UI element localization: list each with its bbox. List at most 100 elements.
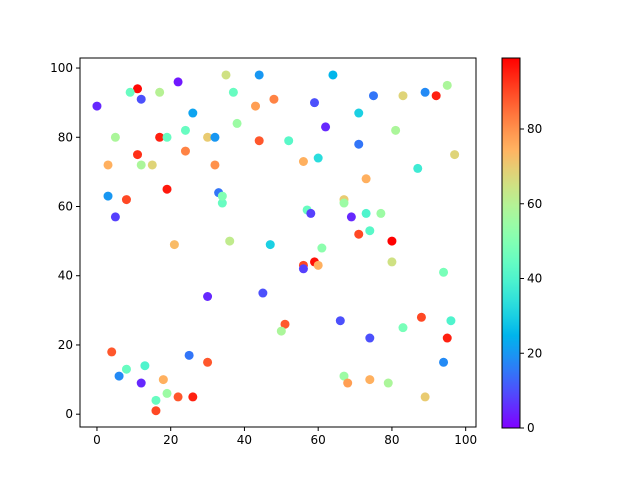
scatter-point (258, 288, 268, 298)
scatter-point (391, 125, 401, 135)
scatter-point (133, 84, 143, 94)
scatter-point (346, 212, 356, 222)
scatter-point (450, 150, 460, 160)
y-tick-label: 80 (58, 130, 73, 144)
scatter-point (354, 139, 364, 149)
scatter-point (254, 70, 264, 80)
scatter-point (173, 392, 183, 402)
scatter-point (188, 108, 198, 118)
colorbar-tick-label: 40 (527, 272, 542, 286)
scatter-point (313, 260, 323, 270)
scatter-point (387, 236, 397, 246)
scatter-point (365, 333, 375, 343)
scatter-point (335, 316, 345, 326)
scatter-point (284, 136, 294, 146)
scatter-point (365, 226, 375, 236)
scatter-point (280, 319, 290, 329)
y-axis: 0 20 40 60 80 100 (50, 61, 80, 421)
axes-frame (79, 57, 477, 428)
scatter-point (125, 87, 135, 97)
scatter-point (140, 361, 150, 371)
scatter-point (210, 132, 220, 142)
scatter-point (442, 333, 452, 343)
scatter-point (92, 101, 102, 111)
scatter-point (184, 350, 194, 360)
scatter-point (173, 77, 183, 87)
scatter-point (365, 375, 375, 385)
scatter-point (180, 146, 190, 156)
scatter-point (136, 378, 146, 388)
scatter-point (210, 160, 220, 170)
y-tick-label: 100 (50, 61, 73, 75)
scatter-point (413, 163, 423, 173)
scatter-point (416, 312, 426, 322)
scatter-point (317, 243, 327, 253)
scatter-point (276, 326, 286, 336)
scatter-point (442, 80, 452, 90)
scatter-point (121, 195, 131, 205)
scatter-point (265, 240, 275, 250)
scatter-point (398, 323, 408, 333)
scatter-point (225, 236, 235, 246)
scatter-point (354, 229, 364, 239)
scatter-point (251, 101, 261, 111)
scatter-point (398, 91, 408, 101)
scatter-point (158, 375, 168, 385)
x-axis: 0 20 40 60 80 100 (93, 427, 477, 447)
scatter-point (110, 212, 120, 222)
scatter-point (203, 132, 213, 142)
scatter-point (155, 132, 165, 142)
x-tick-label: 80 (384, 433, 399, 447)
scatter-point (228, 87, 238, 97)
colorbar-axis: 0 20 40 60 80 (520, 122, 542, 435)
scatter-point (203, 357, 213, 367)
scatter-point (114, 371, 124, 381)
scatter-point (254, 136, 264, 146)
scatter-point (298, 264, 308, 274)
scatter-point (162, 132, 172, 142)
scatter-point (439, 267, 449, 277)
x-tick-label: 0 (93, 433, 101, 447)
scatter-point (155, 87, 165, 97)
scatter-point (121, 364, 131, 374)
scatter-point (343, 378, 353, 388)
scatter-point (151, 406, 161, 416)
x-tick-label: 40 (237, 433, 252, 447)
scatter-point (310, 98, 320, 108)
scatter-point (383, 378, 393, 388)
scatter-points (92, 70, 460, 416)
scatter-point (376, 208, 386, 218)
y-tick-label: 20 (58, 338, 73, 352)
scatter-point (328, 70, 338, 80)
scatter-point (217, 198, 227, 208)
scatter-point (221, 70, 231, 80)
scatter-point (203, 292, 213, 301)
y-tick-label: 0 (65, 407, 73, 421)
scatter-point (269, 94, 279, 104)
scatter-point (361, 174, 371, 184)
scatter-point (339, 198, 349, 208)
x-tick-label: 20 (163, 433, 178, 447)
scatter-point (368, 91, 378, 101)
y-tick-label: 60 (58, 200, 73, 214)
colorbar-tick-label: 0 (527, 421, 535, 435)
scatter-point (107, 347, 117, 357)
scatter-point (420, 392, 430, 402)
colorbar-tick-label: 80 (527, 122, 542, 136)
scatter-point (162, 184, 172, 194)
colorbar (501, 57, 521, 429)
scatter-point (339, 371, 349, 381)
scatter-point (431, 91, 441, 101)
scatter-point (180, 125, 190, 135)
scatter-point (306, 208, 316, 218)
scatter-point (136, 94, 146, 104)
scatter-point (313, 153, 323, 163)
colorbar-tick-label: 60 (527, 197, 542, 211)
scatter-point (103, 160, 113, 170)
scatter-point (147, 160, 157, 170)
x-tick-label: 60 (311, 433, 326, 447)
scatter-point (439, 357, 449, 367)
scatter-point (136, 160, 146, 170)
scatter-point (446, 316, 456, 326)
